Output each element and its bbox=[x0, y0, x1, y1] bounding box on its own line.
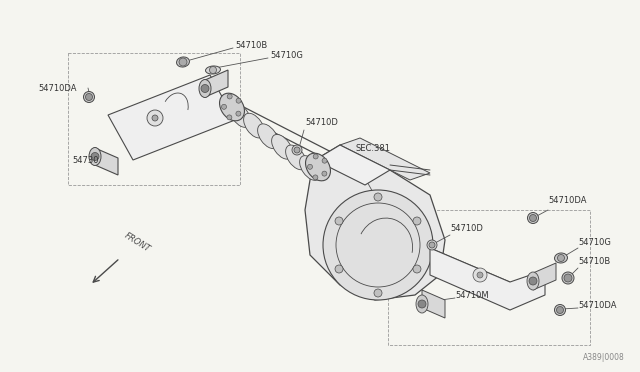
Circle shape bbox=[322, 171, 327, 176]
Ellipse shape bbox=[416, 295, 428, 313]
Circle shape bbox=[473, 268, 487, 282]
Ellipse shape bbox=[292, 145, 302, 155]
Ellipse shape bbox=[230, 103, 250, 127]
Text: SEC.381: SEC.381 bbox=[355, 144, 390, 153]
Text: 54710G: 54710G bbox=[270, 51, 303, 60]
Circle shape bbox=[564, 274, 572, 282]
Ellipse shape bbox=[244, 113, 264, 138]
Polygon shape bbox=[305, 145, 445, 300]
Ellipse shape bbox=[427, 240, 437, 250]
Circle shape bbox=[209, 67, 216, 74]
Circle shape bbox=[557, 254, 564, 262]
Circle shape bbox=[335, 217, 343, 225]
Polygon shape bbox=[108, 75, 235, 160]
Circle shape bbox=[418, 300, 426, 308]
Circle shape bbox=[335, 265, 343, 273]
Text: 54710D: 54710D bbox=[305, 118, 338, 126]
Circle shape bbox=[221, 104, 227, 109]
Ellipse shape bbox=[300, 155, 321, 180]
Circle shape bbox=[236, 111, 241, 116]
Circle shape bbox=[413, 265, 421, 273]
Circle shape bbox=[374, 289, 382, 297]
Circle shape bbox=[91, 153, 99, 160]
Ellipse shape bbox=[554, 253, 568, 263]
Text: A389|0008: A389|0008 bbox=[583, 353, 625, 362]
Circle shape bbox=[413, 217, 421, 225]
Ellipse shape bbox=[562, 272, 574, 284]
Ellipse shape bbox=[271, 134, 292, 159]
Circle shape bbox=[323, 190, 433, 300]
Circle shape bbox=[179, 58, 187, 66]
Circle shape bbox=[307, 164, 312, 169]
Ellipse shape bbox=[83, 92, 95, 103]
Ellipse shape bbox=[527, 212, 538, 224]
Text: 54710B: 54710B bbox=[235, 41, 268, 49]
Polygon shape bbox=[315, 145, 390, 185]
Circle shape bbox=[322, 158, 327, 163]
Polygon shape bbox=[95, 148, 118, 175]
Ellipse shape bbox=[305, 153, 330, 181]
Polygon shape bbox=[422, 290, 445, 318]
Text: 54710DA: 54710DA bbox=[578, 301, 616, 310]
Circle shape bbox=[477, 272, 483, 278]
Text: 54710D: 54710D bbox=[450, 224, 483, 232]
Ellipse shape bbox=[205, 66, 220, 74]
Circle shape bbox=[374, 193, 382, 201]
Circle shape bbox=[313, 175, 318, 180]
Circle shape bbox=[529, 215, 536, 221]
Ellipse shape bbox=[199, 80, 211, 97]
Circle shape bbox=[201, 84, 209, 93]
Circle shape bbox=[152, 115, 158, 121]
Polygon shape bbox=[533, 263, 556, 290]
Circle shape bbox=[294, 147, 300, 153]
Circle shape bbox=[429, 242, 435, 248]
Circle shape bbox=[227, 115, 232, 120]
Polygon shape bbox=[430, 248, 545, 310]
Circle shape bbox=[236, 98, 241, 103]
Circle shape bbox=[557, 307, 563, 314]
Text: 54710G: 54710G bbox=[578, 237, 611, 247]
Polygon shape bbox=[415, 248, 510, 289]
Ellipse shape bbox=[220, 93, 244, 121]
Circle shape bbox=[529, 277, 537, 285]
Circle shape bbox=[147, 110, 163, 126]
Ellipse shape bbox=[177, 57, 189, 67]
Circle shape bbox=[313, 154, 318, 159]
Text: FRONT: FRONT bbox=[123, 231, 152, 254]
Circle shape bbox=[227, 94, 232, 99]
Circle shape bbox=[86, 93, 93, 100]
Text: 54710DA: 54710DA bbox=[38, 83, 77, 93]
Text: 54710DA: 54710DA bbox=[548, 196, 586, 205]
Ellipse shape bbox=[258, 124, 278, 148]
Text: 54710B: 54710B bbox=[578, 257, 611, 266]
Polygon shape bbox=[205, 70, 228, 97]
Ellipse shape bbox=[285, 145, 307, 170]
Ellipse shape bbox=[554, 305, 566, 315]
Ellipse shape bbox=[89, 148, 101, 166]
Text: 54730: 54730 bbox=[72, 155, 99, 164]
Polygon shape bbox=[340, 138, 430, 180]
Ellipse shape bbox=[527, 272, 539, 290]
Text: 54710M: 54710M bbox=[455, 291, 488, 299]
